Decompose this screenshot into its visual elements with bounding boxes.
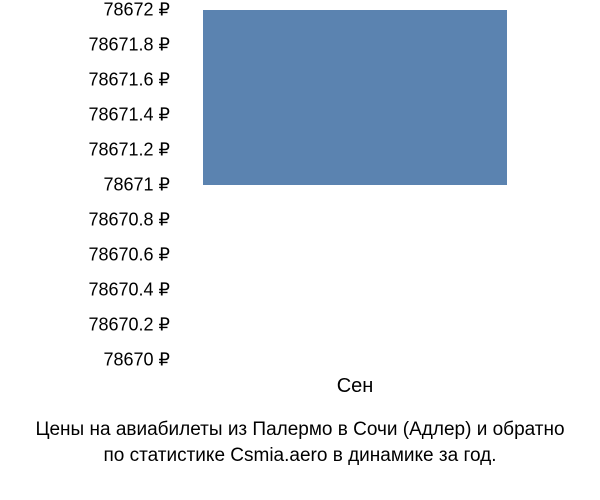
plot-area [195, 10, 515, 360]
y-tick-label: 78671.4 ₽ [88, 105, 170, 126]
y-tick-label: 78671 ₽ [103, 175, 170, 196]
y-tick-label: 78671.6 ₽ [88, 70, 170, 91]
chart-caption: Цены на авиабилеты из Палермо в Сочи (Ад… [20, 417, 580, 470]
y-tick-label: 78671.2 ₽ [88, 140, 170, 161]
x-tick-label: Сен [337, 375, 374, 398]
chart-bar [203, 10, 507, 185]
y-tick-label: 78670.8 ₽ [88, 210, 170, 231]
y-tick-label: 78670.2 ₽ [88, 315, 170, 336]
y-tick-label: 78670.4 ₽ [88, 280, 170, 301]
y-tick-label: 78670 ₽ [103, 350, 170, 371]
y-tick-label: 78670.6 ₽ [88, 245, 170, 266]
y-tick-label: 78672 ₽ [103, 0, 170, 21]
y-axis: 78672 ₽ 78671.8 ₽ 78671.6 ₽ 78671.4 ₽ 78… [0, 10, 180, 370]
caption-line: по статистике Csmia.aero в динамике за г… [104, 445, 497, 466]
caption-line: Цены на авиабилеты из Палермо в Сочи (Ад… [35, 419, 564, 440]
y-tick-label: 78671.8 ₽ [88, 35, 170, 56]
chart-container: 78672 ₽ 78671.8 ₽ 78671.6 ₽ 78671.4 ₽ 78… [0, 10, 600, 390]
